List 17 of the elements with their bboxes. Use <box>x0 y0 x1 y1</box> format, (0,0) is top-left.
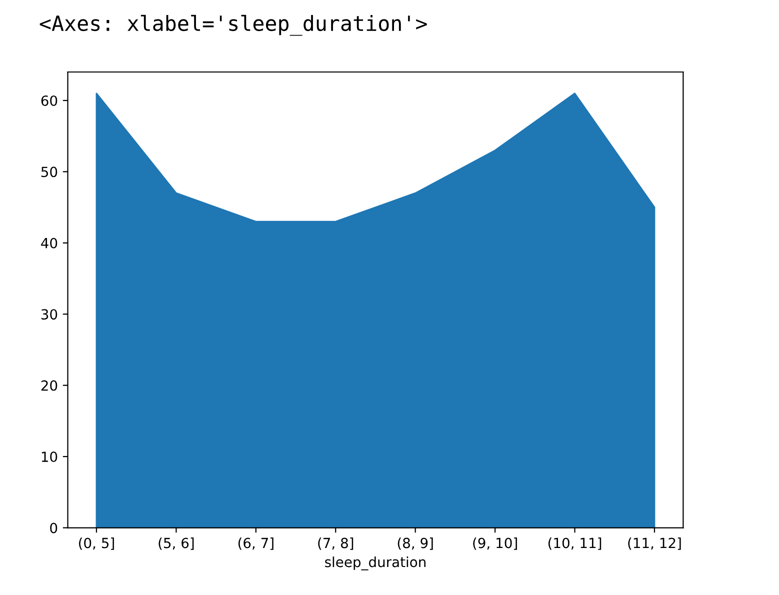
x-axis-title: sleep_duration <box>325 556 426 570</box>
y-tick-label: 50 <box>41 166 58 178</box>
y-tick-label: 20 <box>41 380 58 391</box>
text: <Axes: xlabel='sleep_duration'> <box>40 14 427 36</box>
x-tick-label: (0, 5] <box>78 537 114 550</box>
x-tick-label: (9, 10] <box>473 537 517 550</box>
x-tick-label: (5, 6] <box>158 537 194 550</box>
y-tick-label: 60 <box>41 95 58 106</box>
x-tick-label: (6, 7] <box>238 537 274 550</box>
y-tick-label: 0 <box>50 522 58 534</box>
y-tick-label: 10 <box>42 452 58 462</box>
x-tick-label: (7, 8] <box>318 537 354 550</box>
y-tick-label: 40 <box>41 238 58 248</box>
x-tick-label: (10, 11] <box>548 537 602 550</box>
x-tick-label: (8, 9] <box>398 537 433 550</box>
y-tick-label: 30 <box>41 309 58 320</box>
x-tick-label: (11, 12] <box>628 537 681 550</box>
